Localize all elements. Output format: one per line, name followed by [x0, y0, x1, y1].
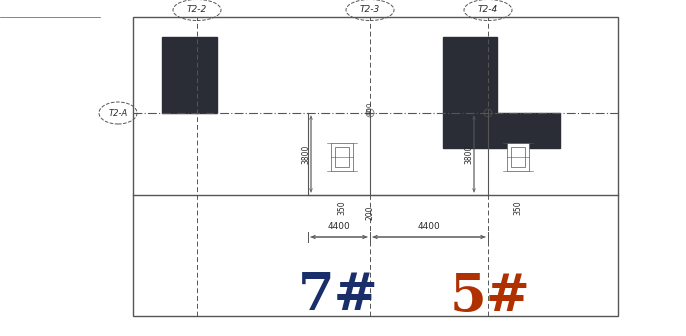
Text: T2-3: T2-3	[360, 5, 380, 14]
Text: 350: 350	[514, 201, 523, 215]
Text: T2-2: T2-2	[187, 5, 207, 14]
Text: 3800: 3800	[464, 144, 473, 164]
Bar	[443, 113, 560, 148]
Text: 4400: 4400	[328, 222, 351, 231]
Bar	[133, 17, 618, 316]
Bar	[511, 147, 525, 167]
Bar	[443, 37, 497, 113]
Text: 350: 350	[338, 201, 346, 215]
Bar	[331, 143, 353, 171]
Text: 200: 200	[366, 206, 375, 220]
Text: 7#: 7#	[298, 270, 379, 322]
Text: 4400: 4400	[418, 222, 440, 231]
Text: T2-4: T2-4	[478, 5, 498, 14]
Text: 400: 400	[367, 101, 373, 115]
Bar	[507, 143, 529, 171]
Text: T2-A: T2-A	[108, 109, 128, 118]
Bar	[162, 37, 217, 113]
Text: 3800: 3800	[302, 144, 311, 164]
Text: 5#: 5#	[449, 270, 530, 322]
Bar	[335, 147, 349, 167]
